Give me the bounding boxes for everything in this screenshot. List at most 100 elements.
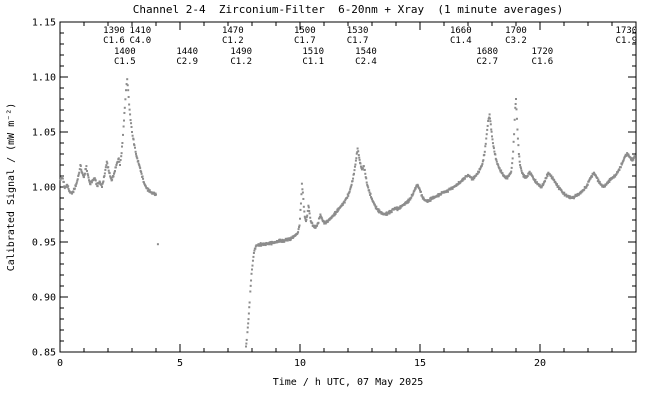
data-point bbox=[509, 171, 512, 174]
data-point bbox=[353, 165, 356, 168]
data-point bbox=[516, 137, 519, 140]
flare-event-number: 1470 bbox=[222, 26, 244, 36]
flare-goes-class: C2.4 bbox=[355, 57, 377, 67]
x-tick-label: 5 bbox=[177, 358, 183, 369]
data-point bbox=[463, 177, 466, 180]
data-point bbox=[515, 108, 518, 111]
data-point bbox=[356, 151, 359, 154]
data-point bbox=[87, 174, 90, 177]
data-point bbox=[583, 188, 586, 191]
data-point bbox=[337, 208, 340, 211]
data-point bbox=[245, 345, 247, 348]
data-point bbox=[515, 98, 517, 100]
data-point bbox=[507, 175, 510, 177]
data-point bbox=[353, 172, 355, 175]
data-point bbox=[120, 155, 123, 158]
data-point bbox=[95, 182, 98, 185]
flare-goes-class: C1.9 bbox=[616, 36, 638, 46]
data-point bbox=[309, 220, 312, 223]
data-point bbox=[365, 177, 368, 180]
data-point bbox=[94, 179, 97, 182]
data-point bbox=[422, 197, 425, 200]
data-point bbox=[561, 191, 564, 194]
data-point bbox=[306, 214, 309, 217]
data-point bbox=[411, 193, 414, 196]
data-point bbox=[249, 290, 252, 293]
data-point bbox=[593, 172, 596, 175]
data-point bbox=[516, 128, 519, 131]
data-point bbox=[131, 134, 134, 137]
data-point bbox=[104, 168, 107, 171]
data-point bbox=[284, 237, 287, 240]
data-point bbox=[109, 175, 112, 178]
data-point bbox=[83, 173, 86, 176]
data-point bbox=[127, 95, 130, 98]
data-point bbox=[296, 232, 299, 235]
data-point bbox=[531, 175, 534, 178]
data-point bbox=[349, 188, 352, 191]
data-point bbox=[530, 172, 533, 175]
data-point bbox=[518, 160, 521, 163]
data-point bbox=[612, 176, 615, 179]
y-tick-label: 1.15 bbox=[32, 18, 56, 29]
flare-goes-class: C1.5 bbox=[114, 57, 136, 67]
data-point bbox=[283, 240, 286, 243]
data-point bbox=[333, 214, 336, 217]
data-point bbox=[100, 184, 103, 187]
data-point bbox=[334, 212, 337, 215]
data-point bbox=[546, 175, 549, 178]
data-point bbox=[607, 179, 610, 182]
flare-event-number: 1530 bbox=[347, 26, 369, 36]
x-tick-label: 0 bbox=[57, 358, 63, 369]
data-point bbox=[375, 205, 378, 208]
data-point bbox=[489, 117, 491, 120]
data-point bbox=[282, 239, 285, 242]
data-point bbox=[137, 159, 140, 162]
data-point bbox=[363, 168, 366, 171]
flare-event-number: 1390 bbox=[103, 26, 125, 36]
data-point bbox=[308, 210, 311, 213]
data-point bbox=[594, 174, 597, 177]
data-point bbox=[627, 153, 630, 156]
data-point bbox=[346, 193, 349, 196]
data-point bbox=[78, 171, 81, 174]
data-point bbox=[358, 156, 361, 159]
data-point bbox=[481, 162, 484, 165]
data-point bbox=[519, 164, 522, 166]
data-point bbox=[103, 175, 106, 177]
data-point bbox=[489, 123, 492, 126]
data-point bbox=[430, 198, 433, 201]
data-point bbox=[630, 157, 633, 160]
data-point bbox=[350, 183, 353, 186]
data-point bbox=[333, 212, 336, 215]
data-point bbox=[506, 177, 509, 180]
data-point bbox=[440, 192, 443, 195]
data-point bbox=[355, 152, 358, 155]
data-point bbox=[522, 173, 525, 176]
data-point bbox=[137, 162, 140, 165]
data-point bbox=[362, 165, 365, 168]
flare-event-number: 1490 bbox=[230, 47, 252, 57]
data-point bbox=[299, 217, 301, 220]
data-point bbox=[459, 181, 462, 184]
flare-event-number: 1700 bbox=[505, 26, 527, 36]
data-point bbox=[364, 176, 367, 179]
data-point bbox=[326, 219, 329, 222]
data-point bbox=[491, 135, 493, 138]
data-point bbox=[361, 167, 364, 170]
data-point bbox=[309, 216, 312, 219]
data-point bbox=[80, 168, 83, 171]
data-point bbox=[123, 106, 126, 109]
data-point bbox=[486, 128, 489, 131]
data-point bbox=[367, 186, 370, 189]
data-point bbox=[471, 176, 474, 179]
data-point bbox=[328, 218, 331, 221]
data-point bbox=[560, 189, 563, 192]
data-point bbox=[59, 179, 62, 182]
data-point bbox=[123, 119, 125, 122]
data-point bbox=[378, 209, 381, 212]
data-point bbox=[478, 170, 481, 173]
data-point bbox=[556, 183, 559, 186]
data-point bbox=[284, 239, 287, 242]
data-point bbox=[303, 215, 306, 218]
